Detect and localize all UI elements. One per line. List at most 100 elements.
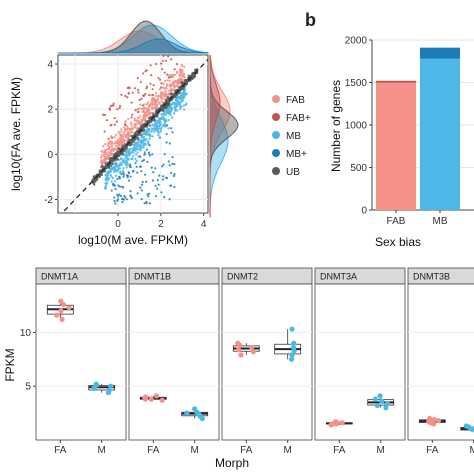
point-fab <box>103 158 106 161</box>
point-mb-plus <box>148 144 151 147</box>
point-fab <box>121 134 124 138</box>
point-fab-plus <box>112 102 115 105</box>
point-fab <box>120 128 123 131</box>
point-mb-plus <box>131 170 135 173</box>
point-mb-plus <box>163 196 166 199</box>
point-mb <box>184 103 187 107</box>
point-ub <box>109 164 112 168</box>
point-fab <box>155 98 159 101</box>
point-mb <box>147 131 150 134</box>
point-mb <box>151 135 154 138</box>
box-point-fa <box>235 347 242 353</box>
point-ub <box>137 133 140 136</box>
point-fab <box>108 152 111 155</box>
point-mb-plus <box>116 199 119 202</box>
point-fab <box>140 121 143 125</box>
point-ub <box>160 108 163 112</box>
point-ub <box>100 173 104 177</box>
point-fab <box>123 133 126 136</box>
box-x-tick-label: FA <box>333 445 346 456</box>
point-mb-plus <box>141 180 144 184</box>
point-fab-plus <box>136 88 140 92</box>
legend-key-ub <box>272 167 280 175</box>
point-ub <box>143 122 147 125</box>
point-mb <box>128 149 131 152</box>
point-mb <box>151 129 154 132</box>
point-fab <box>135 126 139 130</box>
point-mb <box>148 137 151 141</box>
point-mb-plus <box>145 200 148 204</box>
box-y-axis-label: FPKM <box>3 348 17 381</box>
point-mb-plus <box>128 165 132 168</box>
point-fab-plus <box>141 104 145 107</box>
point-fab <box>178 75 182 78</box>
point-mb <box>117 168 120 171</box>
point-fab-plus <box>130 116 133 119</box>
point-fab <box>117 130 120 134</box>
point-mb <box>171 103 174 106</box>
point-fab-plus <box>138 98 141 102</box>
point-fab <box>114 145 118 148</box>
point-fab <box>100 150 104 153</box>
box-x-tick-label: M <box>377 445 385 456</box>
point-ub <box>129 139 132 142</box>
point-ub <box>111 163 114 166</box>
point-mb <box>137 155 140 158</box>
point-fab <box>101 161 104 165</box>
point-mb <box>136 151 139 154</box>
point-mb <box>126 156 129 160</box>
point-fab <box>126 131 129 134</box>
point-mb <box>147 133 151 136</box>
facet-title: DNMT1B <box>134 272 171 282</box>
bar-mb-mb <box>420 58 460 211</box>
point-fab <box>179 72 182 75</box>
point-mb <box>157 134 160 137</box>
point-mb-plus <box>168 142 171 145</box>
point-fab-plus <box>131 113 134 116</box>
point-mb <box>104 179 108 182</box>
point-fab <box>124 139 127 142</box>
point-ub <box>93 178 96 181</box>
point-fab-plus <box>161 59 164 63</box>
point-mb <box>142 138 145 142</box>
point-fab-plus <box>142 94 146 98</box>
scatter-plot-area <box>57 54 209 214</box>
point-ub <box>185 78 189 82</box>
point-mb-plus <box>118 175 121 178</box>
point-fab <box>163 94 166 97</box>
point-ub <box>181 81 184 84</box>
point-fab <box>112 142 116 145</box>
point-mb <box>152 130 156 133</box>
point-mb-plus <box>140 198 143 201</box>
point-fab-plus <box>126 96 129 99</box>
point-fab-plus <box>166 73 169 76</box>
point-fab <box>154 101 158 104</box>
point-fab <box>127 117 130 121</box>
point-mb <box>183 93 187 96</box>
bar-y-axis-label: Number of genes <box>329 80 343 172</box>
point-mb <box>123 157 127 160</box>
point-fab <box>121 138 125 141</box>
point-mb <box>104 182 108 185</box>
point-mb <box>126 163 129 167</box>
point-mb-plus <box>126 176 129 179</box>
point-mb <box>139 144 143 147</box>
point-ub <box>95 178 98 182</box>
point-mb <box>170 116 174 119</box>
point-mb-plus <box>145 148 149 151</box>
point-fab <box>158 102 161 106</box>
point-fab-plus <box>151 93 155 97</box>
point-mb <box>142 132 146 136</box>
point-mb-plus <box>121 197 124 200</box>
point-fab <box>172 89 175 92</box>
point-ub <box>174 89 177 92</box>
diagonal-reference-line <box>61 59 208 213</box>
point-ub <box>100 165 103 169</box>
point-mb-plus <box>154 167 157 170</box>
box-x-tick-label: M <box>98 445 106 456</box>
density-top-mb-plus <box>58 38 209 54</box>
point-ub <box>178 85 182 88</box>
box-point-fa <box>54 312 60 318</box>
point-ub <box>155 113 158 116</box>
